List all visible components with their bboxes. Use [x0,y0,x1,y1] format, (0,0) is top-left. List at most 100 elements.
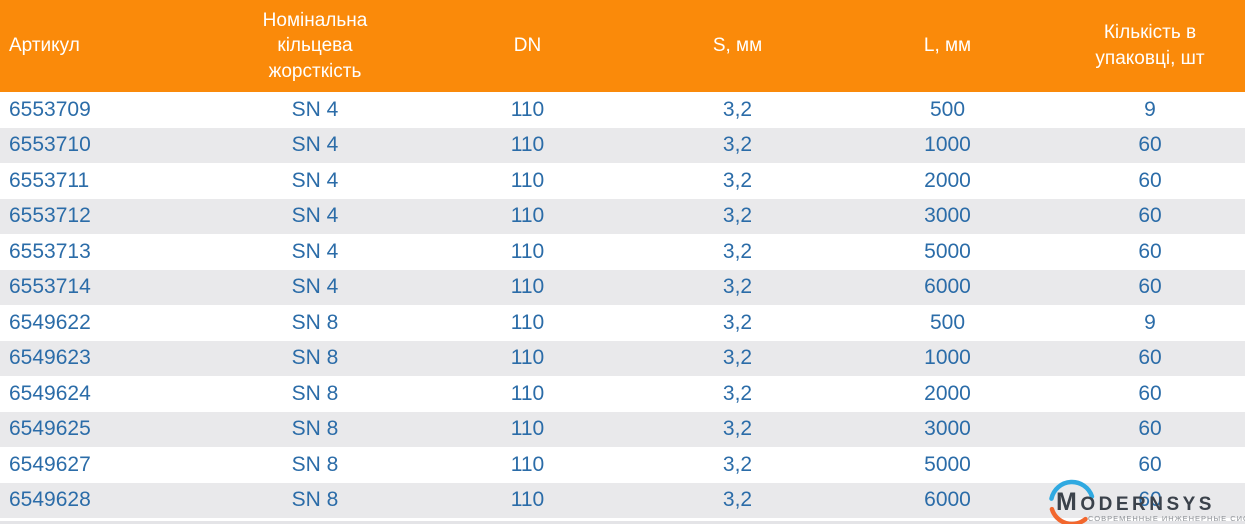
cell-dn: 110 [510,133,545,157]
cell-dn: 110 [510,275,545,299]
cell-article: 6553711 [9,168,90,192]
bottom-strip [0,521,1245,524]
cell-l-mm: 2000 [924,381,971,405]
cell-qty: 60 [1138,204,1162,228]
modernsys-wordmark-initial: M [1056,488,1081,516]
cell-l-mm: 5000 [924,452,971,476]
cell-s-mm: 3,2 [722,346,753,370]
cell-dn: 110 [510,381,545,405]
table-row: 6553712 SN 4 110 3,2 3000 60 [0,198,1245,234]
cell-stiffness: SN 8 [291,452,339,476]
cell-stiffness: SN 4 [291,97,339,121]
header-cell-article: Артикул [0,0,210,92]
modernsys-tagline: СОВРЕМЕННЫЕ ИНЖЕНЕРНЫЕ СИСТЕМЫ [1088,514,1245,523]
cell-qty: 60 [1138,417,1162,441]
cell-article: 6553710 [9,133,91,157]
cell-stiffness: SN 8 [291,417,339,441]
cell-dn: 110 [510,488,545,512]
cell-l-mm: 3000 [924,204,971,228]
header-label: DN [513,35,542,57]
cell-qty: 60 [1138,381,1162,405]
cell-stiffness: SN 8 [291,346,339,370]
header-label: L, мм [923,35,972,57]
header-label: Артикул [9,35,80,57]
cell-stiffness: SN 4 [291,239,339,263]
cell-l-mm: 6000 [924,275,971,299]
cell-s-mm: 3,2 [722,417,753,441]
cell-s-mm: 3,2 [722,97,753,121]
cell-l-mm: 2000 [924,168,971,192]
cell-stiffness: SN 4 [291,275,339,299]
cell-article: 6549622 [9,310,91,334]
cell-s-mm: 3,2 [722,204,753,228]
table-row: 6549628 SN 8 110 3,2 6000 60 [0,482,1245,518]
header-label: Номінальна кільцева жорсткість [262,9,368,82]
cell-s-mm: 3,2 [722,275,753,299]
cell-dn: 110 [510,204,545,228]
table-row: 6549627 SN 8 110 3,2 5000 60 [0,447,1245,483]
cell-stiffness: SN 4 [291,133,339,157]
table-row: 6553714 SN 4 110 3,2 6000 60 [0,269,1245,305]
modernsys-ring-icon [1049,479,1095,524]
cell-l-mm: 5000 [924,239,971,263]
cell-s-mm: 3,2 [722,168,753,192]
header-cell-stiffness: Номінальна кільцева жорсткість [210,0,420,92]
cell-s-mm: 3,2 [722,381,753,405]
cell-dn: 110 [510,417,545,441]
cell-s-mm: 3,2 [722,133,753,157]
cell-s-mm: 3,2 [722,452,753,476]
cell-s-mm: 3,2 [722,310,753,334]
header-cell-s-mm: S, мм [635,0,840,92]
cell-l-mm: 1000 [924,346,971,370]
modernsys-wordmark-rest: ODERNSYS [1080,494,1215,515]
cell-stiffness: SN 4 [291,204,339,228]
cell-stiffness: SN 8 [291,310,339,334]
header-cell-dn: DN [420,0,635,92]
header-cell-qty: Кількість в упаковці, шт [1055,0,1245,92]
cell-dn: 110 [510,310,545,334]
cell-qty: 9 [1144,310,1156,334]
bottom-gap [0,518,1245,521]
cell-article: 6553712 [9,204,91,228]
cell-article: 6549627 [9,452,91,476]
table-row: 6549622 SN 8 110 3,2 500 9 [0,305,1245,341]
cell-qty: 60 [1138,452,1162,476]
cell-dn: 110 [510,97,545,121]
table-header-row: Артикул Номінальна кільцева жорсткість D… [0,0,1245,92]
header-label: S, мм [712,35,763,57]
cell-article: 6549624 [9,381,91,405]
cell-s-mm: 3,2 [722,239,753,263]
cell-l-mm: 1000 [924,133,971,157]
table-row: 6553710 SN 4 110 3,2 1000 60 [0,127,1245,163]
cell-s-mm: 3,2 [722,488,753,512]
cell-article: 6553709 [9,97,91,121]
modernsys-logo: MODERNSYS СОВРЕМЕННЫЕ ИНЖЕНЕРНЫЕ СИСТЕМЫ [1035,470,1245,524]
cell-qty: 60 [1138,168,1162,192]
cell-l-mm: 500 [929,97,966,121]
cell-qty: 60 [1138,239,1162,263]
cell-qty: 60 [1138,346,1162,370]
cell-stiffness: SN 8 [291,381,339,405]
table-row: 6553713 SN 4 110 3,2 5000 60 [0,234,1245,270]
cell-l-mm: 500 [929,310,966,334]
cell-qty: 60 [1138,488,1162,512]
cell-qty: 60 [1138,275,1162,299]
cell-stiffness: SN 8 [291,488,339,512]
cell-article: 6553713 [9,239,91,263]
cell-dn: 110 [510,239,545,263]
table-row: 6553711 SN 4 110 3,2 2000 60 [0,163,1245,199]
table-row: 6553709 SN 4 110 3,2 500 9 [0,92,1245,128]
cell-dn: 110 [510,346,545,370]
modernsys-wordmark: MODERNSYS [1056,490,1215,515]
cell-qty: 60 [1138,133,1162,157]
cell-article: 6553714 [9,275,91,299]
cell-article: 6549625 [9,417,91,441]
cell-qty: 9 [1144,97,1156,121]
header-label: Кількість в упаковці, шт [1095,22,1205,69]
cell-stiffness: SN 4 [291,168,339,192]
cell-article: 6549623 [9,346,91,370]
cell-dn: 110 [510,452,545,476]
table-row: 6549623 SN 8 110 3,2 1000 60 [0,340,1245,376]
cell-l-mm: 6000 [924,488,971,512]
